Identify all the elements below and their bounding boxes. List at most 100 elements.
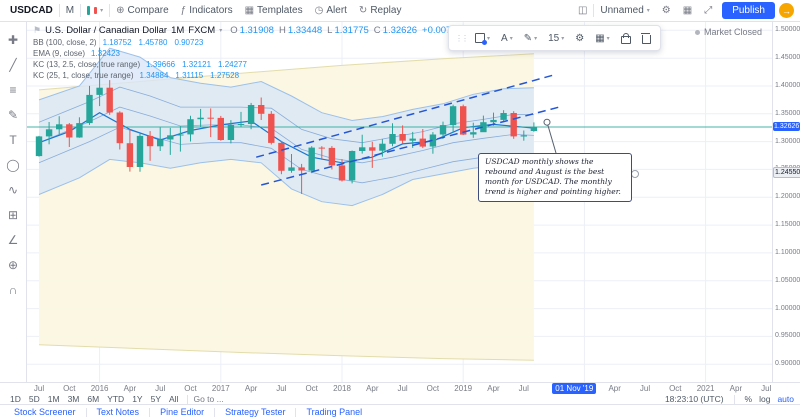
replay-label: Replay — [370, 5, 402, 16]
market-status-label: Market Closed — [703, 27, 762, 37]
indicator-value: 1.32423 — [91, 49, 120, 58]
indicator-value: 1.45780 — [138, 38, 168, 47]
shapes-tool-icon[interactable]: ◯ — [6, 157, 20, 172]
panel-tab-strategy-tester[interactable]: Strategy Tester — [225, 407, 286, 417]
legend-exchange: FXCM — [188, 25, 216, 36]
crosshair-tool-icon[interactable]: ✚ — [7, 32, 19, 47]
price-axis-label: 1.50000 — [775, 26, 800, 34]
chevron-down-icon: ▾ — [509, 35, 513, 42]
brush-style-button[interactable]: ✎ ▾ — [519, 26, 542, 50]
indicators-button[interactable]: ƒ Indicators — [175, 0, 239, 22]
zoom-tool-icon[interactable]: ⊕ — [7, 257, 19, 272]
publish-button[interactable]: Publish — [722, 2, 775, 19]
panel-tab-text-notes[interactable]: Text Notes — [96, 407, 140, 417]
text-tool-icon[interactable]: T — [9, 132, 17, 147]
brush-tool-icon[interactable]: ✎ — [7, 107, 19, 122]
symbol-button[interactable]: USDCAD — [10, 5, 53, 16]
interval-button[interactable]: M — [65, 5, 75, 16]
templates-icon: ▦ — [244, 5, 255, 16]
layout-grid-icon: ▦ — [682, 5, 693, 16]
goto-button[interactable]: Go to ... — [193, 394, 224, 404]
forecast-tool-icon[interactable]: ⊞ — [7, 207, 19, 222]
compare-button[interactable]: ⊕ Compare — [110, 0, 175, 22]
legend-indicator-row[interactable]: KC (25, 1, close, true range) 1.34884 1.31… — [33, 70, 506, 81]
bottom-right-group: 18:23:10 (UTC) % log auto — [665, 394, 794, 404]
alert-button[interactable]: ◷ Alert — [309, 0, 353, 22]
account-button[interactable]: → — [779, 3, 794, 18]
log-scale-button[interactable]: log — [759, 394, 771, 404]
callout-annotation[interactable]: USDCAD monthly shows the rebound and Aug… — [478, 153, 632, 202]
ohlc-low-value: 1.31775 — [334, 25, 369, 36]
fib-retracement-tool-icon[interactable]: ≡ — [9, 82, 17, 97]
range-button-ytd[interactable]: YTD — [107, 394, 125, 404]
price-axis[interactable]: 1.500001.450001.400001.350001.300001.250… — [772, 22, 800, 382]
range-button-5d[interactable]: 5D — [28, 394, 40, 404]
gear-icon: ⚙ — [661, 5, 671, 16]
panel-tab-pine-editor[interactable]: Pine Editor — [160, 407, 205, 417]
divider — [80, 4, 82, 17]
range-button-5y[interactable]: 5Y — [150, 394, 161, 404]
range-button-all[interactable]: All — [169, 394, 179, 404]
delete-drawing-button[interactable] — [637, 26, 656, 50]
drag-handle-icon[interactable]: ⋮⋮ — [455, 33, 469, 43]
chart-properties-button[interactable]: ⚙ — [656, 0, 677, 22]
patterns-tool-icon[interactable]: ∿ — [7, 182, 19, 197]
legend-indicator-row[interactable]: BB (100, close, 2) 1.18752 1.45780 0.90723 — [33, 37, 506, 48]
multichart-layout-button[interactable]: ▦ — [677, 0, 698, 22]
indicators-icon: ƒ — [180, 5, 187, 16]
chart-canvas[interactable] — [27, 22, 772, 382]
time-axis-label: Apr — [366, 384, 379, 393]
time-axis-label: Oct — [305, 384, 318, 393]
template-grid-icon: ▦ — [595, 32, 605, 44]
time-axis-label: Jul — [639, 384, 651, 393]
auto-scale-button[interactable]: auto — [777, 394, 794, 404]
time-axis-label: 2021 — [696, 384, 715, 393]
time-axis-label: Jul — [155, 384, 166, 393]
trend-line-tool-icon[interactable]: ╱ — [9, 57, 17, 72]
measure-tool-icon[interactable]: ∠ — [7, 232, 19, 247]
price-axis-label: 0.90000 — [775, 360, 800, 368]
indicator-name: KC (13, 2.5, close, true range) — [33, 60, 141, 69]
percent-scale-button[interactable]: % — [744, 394, 753, 404]
panel-tab-trading-panel[interactable]: Trading Panel — [306, 407, 363, 417]
divider — [593, 4, 595, 17]
chart-area[interactable]: ⚑ U.S. Dollar / Canadian Dollar 1M FXCM … — [27, 22, 772, 382]
time-axis-label: Oct — [184, 384, 197, 393]
legend-indicator-row[interactable]: KC (13, 2.5, close, true range) 1.39666 1.… — [33, 59, 506, 70]
time-axis-label: Jul — [518, 384, 529, 393]
magnet-tool-icon[interactable]: ∩ — [8, 282, 18, 297]
time-axis-inner: Jul Oct 2016 Apr Jul Oct 2017 Apr Jul Oct 2018 Apr J… — [27, 383, 772, 395]
templates-button[interactable]: ▦ Templates — [239, 0, 309, 22]
left-toolbar: ✚ ╱ ≡ ✎ T ◯ ∿ ⊞ ∠ ⊕ ∩ — [0, 22, 27, 382]
drawing-settings-button[interactable]: ⚙ — [570, 26, 589, 50]
divider — [85, 407, 87, 417]
lock-drawing-button[interactable] — [616, 26, 636, 50]
price-axis-label: 1.30000 — [775, 137, 800, 145]
time-axis-label: Jul — [276, 384, 287, 393]
range-button-1d[interactable]: 1D — [10, 394, 21, 404]
price-axis-label: 1.45000 — [775, 54, 800, 62]
divider — [58, 4, 60, 17]
time-axis[interactable]: Jul Oct 2016 Apr Jul Oct 2017 Apr Jul Oct 2018 Apr J… — [0, 382, 800, 395]
chart-type-button[interactable]: ▾ — [81, 0, 109, 22]
layout-name-button[interactable]: Unnamed ▾ — [594, 0, 655, 22]
drawing-template-button[interactable]: ▦ ▾ — [590, 26, 614, 50]
range-button-1y[interactable]: 1Y — [132, 394, 143, 404]
text-format-button[interactable]: A ▾ — [496, 26, 518, 50]
flag-icon[interactable]: ⚑ — [33, 25, 42, 35]
gear-icon: ⚙ — [575, 32, 585, 44]
replay-button[interactable]: ↻ Replay — [353, 0, 408, 22]
range-button-3m[interactable]: 3M — [67, 394, 80, 404]
snapshot-button[interactable]: ◫ — [572, 0, 593, 22]
legend-main-row[interactable]: ⚑ U.S. Dollar / Canadian Dollar 1M FXCM … — [33, 24, 506, 37]
line-width-button[interactable]: 15 ▾ — [543, 26, 569, 50]
panel-tab-stock-screener[interactable]: Stock Screener — [14, 407, 76, 417]
chevron-down-icon: ▾ — [561, 35, 565, 42]
legend-indicator-row[interactable]: EMA (9, close) 1.32423 — [33, 48, 506, 59]
fullscreen-button[interactable]: ⤢ — [698, 0, 718, 22]
range-button-1m[interactable]: 1M — [47, 394, 60, 404]
range-button-6m[interactable]: 6M — [87, 394, 100, 404]
time-axis-label: 2018 — [333, 384, 351, 393]
drawing-style-button[interactable]: ▾ — [470, 26, 495, 50]
lock-icon — [620, 33, 631, 44]
